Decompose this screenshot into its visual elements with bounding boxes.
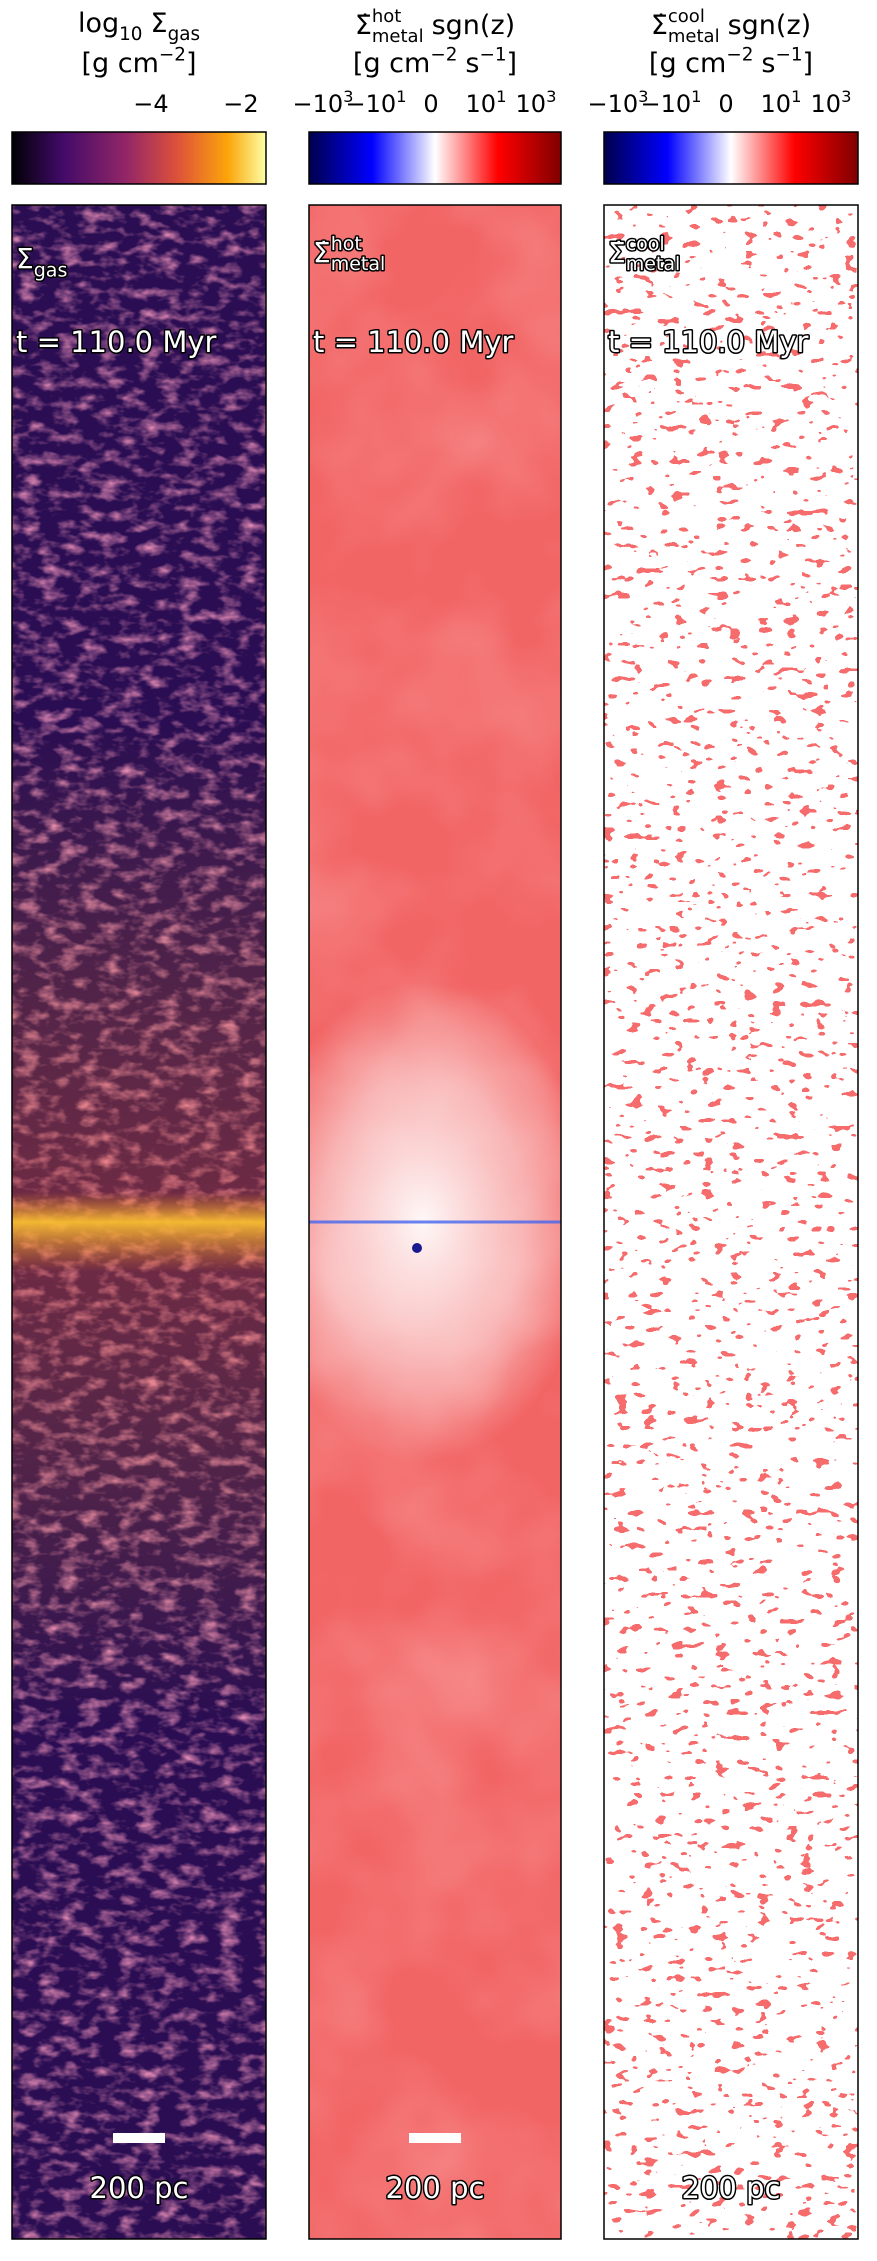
colorbar-title: Σ̇cool metal sgn(z)	[651, 6, 811, 47]
text-part: 10	[466, 90, 497, 118]
scale-label: 200 pc	[682, 2171, 781, 2205]
text-part: −10	[640, 90, 691, 118]
text-part: ]	[507, 48, 518, 79]
panel-frame	[11, 204, 267, 2240]
time-label: t = 110.0 Myr	[16, 325, 217, 359]
colorbar-tick-label: −101	[640, 87, 701, 118]
panel-label: Σ̇cool metal	[608, 233, 680, 275]
colorbar-title: log10 Σgas	[78, 8, 200, 45]
text-part: 1	[396, 87, 406, 106]
midplane	[12, 722, 266, 1722]
scale-bar	[409, 2133, 461, 2143]
text-part: Σ̇	[355, 10, 372, 41]
panel-image	[309, 205, 561, 2239]
text-part: s	[465, 48, 479, 79]
colorbar-tick-label: −103	[292, 87, 353, 118]
text-part: 1	[791, 87, 801, 106]
text-part: −10	[292, 90, 343, 118]
colorbar-tick-label: 0	[423, 90, 438, 118]
text-part: 0	[423, 90, 438, 118]
text-part: 3	[638, 87, 648, 106]
panel-frame	[603, 204, 859, 2240]
text-part: metal	[668, 26, 720, 47]
text-part: gas	[34, 259, 68, 281]
time-label: t = 110.0 Myr	[313, 325, 514, 359]
text-part: sgn(z)	[728, 10, 812, 41]
blob	[412, 1243, 422, 1253]
text-part: Σ̇	[651, 10, 668, 41]
text-part: metal	[626, 253, 681, 275]
text-part: −2	[726, 45, 753, 66]
panel-image	[12, 205, 266, 2239]
text-part: metal	[372, 26, 424, 47]
text-part: sgn(z)	[432, 10, 516, 41]
text-part: 1	[691, 87, 701, 106]
text-part: ]	[186, 48, 197, 79]
text-part: hot	[331, 233, 362, 255]
text-part: [g cm	[81, 48, 158, 79]
text-part: Σ	[16, 242, 34, 275]
text-part: −1	[775, 45, 802, 66]
text-part: metal	[331, 253, 386, 275]
text-part: [g cm	[649, 48, 726, 79]
text-part: s	[761, 48, 775, 79]
text-part: Σ̇	[313, 236, 331, 269]
text-part: cool	[626, 233, 665, 255]
text-part: 3	[343, 87, 353, 106]
scale-label: 200 pc	[90, 2171, 189, 2205]
text-part: −10	[587, 90, 638, 118]
text-part: 10	[811, 90, 842, 118]
colorbar-units: [g cm−2 s−1]	[353, 45, 517, 79]
panel-frame	[308, 204, 562, 2240]
text-part: 3	[841, 87, 851, 106]
text-part: hot	[372, 6, 401, 27]
colorbar-tick-label: −4	[133, 90, 168, 118]
colorbar-units: [g cm−2]	[81, 45, 196, 79]
colorbar	[308, 131, 562, 185]
text-part: [g cm	[353, 48, 430, 79]
text-part: −2	[159, 45, 186, 66]
colorbar-tick-label: −103	[587, 87, 648, 118]
text-part: gas	[168, 24, 200, 45]
text-part: 1	[496, 87, 506, 106]
text-part: cool	[668, 6, 705, 27]
text-part: ]	[803, 48, 814, 79]
text-part: Σ̇	[608, 236, 626, 269]
text-part: 10	[761, 90, 792, 118]
colorbar-tick-label: 103	[811, 87, 852, 118]
scale-label: 200 pc	[386, 2171, 485, 2205]
text-part: 10	[516, 90, 547, 118]
text-part: −2	[430, 45, 457, 66]
colorbar-tick-label: 101	[466, 87, 507, 118]
text-part: 0	[718, 90, 733, 118]
scale-bar	[113, 2133, 165, 2143]
text-part: Σ	[151, 8, 168, 39]
text-part: −1	[479, 45, 506, 66]
panel-label: Σ̇hot metal	[313, 233, 385, 275]
colorbar-tick-label: −101	[345, 87, 406, 118]
time-label: t = 110.0 Myr	[608, 325, 809, 359]
text-part: log	[78, 8, 119, 39]
colorbar-title: Σ̇hot metal sgn(z)	[355, 6, 515, 47]
scale-bar	[705, 2133, 757, 2143]
colorbar-tick-label: 0	[718, 90, 733, 118]
colorbar-tick-label: 103	[516, 87, 557, 118]
panel-image	[604, 205, 858, 2239]
text-part: −10	[345, 90, 396, 118]
colorbar	[11, 131, 267, 185]
texture	[604, 205, 858, 2239]
colorbar	[603, 131, 859, 185]
panel-label: Σgas	[16, 242, 67, 281]
text-part: 10	[119, 24, 142, 45]
colorbar-tick-label: −2	[223, 90, 258, 118]
colorbar-tick-label: 101	[761, 87, 802, 118]
text-part: 3	[546, 87, 556, 106]
colorbar-units: [g cm−2 s−1]	[649, 45, 813, 79]
